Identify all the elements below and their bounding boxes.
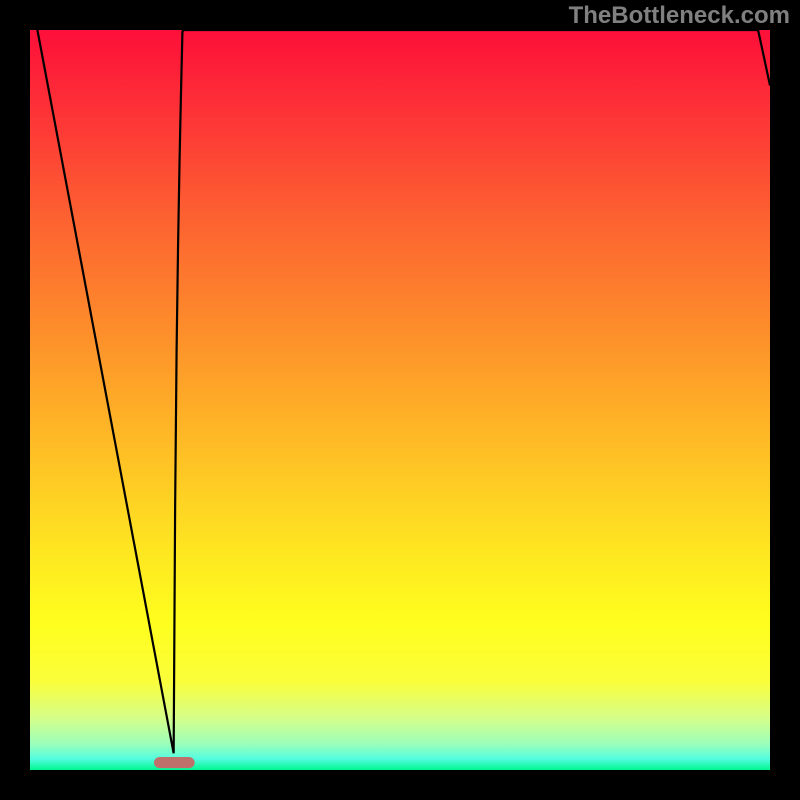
watermark-text: TheBottleneck.com bbox=[569, 2, 790, 30]
chart-frame: TheBottleneck.com bbox=[0, 0, 800, 800]
plot-background bbox=[30, 30, 770, 770]
bottleneck-plot bbox=[30, 30, 770, 770]
optimal-marker bbox=[154, 757, 195, 768]
